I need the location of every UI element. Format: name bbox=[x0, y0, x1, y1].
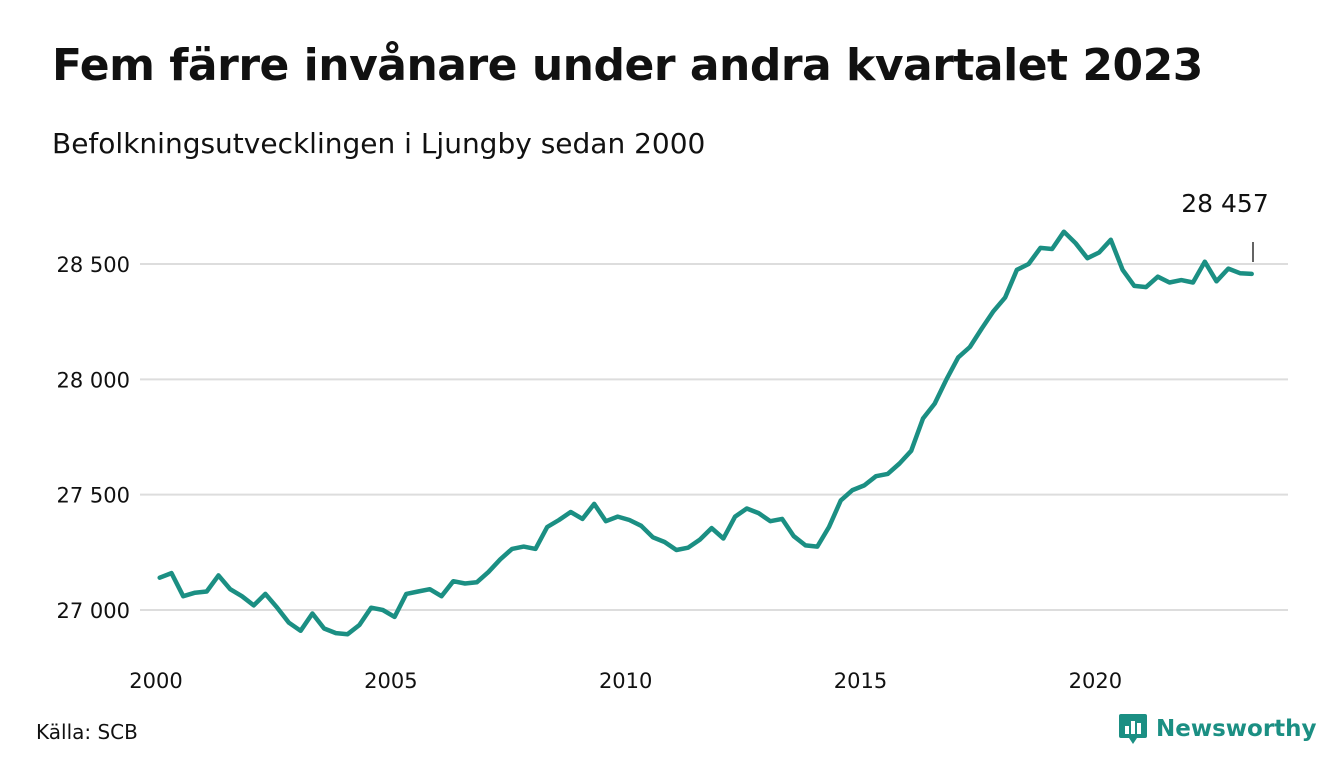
brand-logo: Newsworthy bbox=[1118, 712, 1317, 746]
chart-title: Fem färre invånare under andra kvartalet… bbox=[52, 40, 1203, 91]
source-note: Källa: SCB bbox=[36, 720, 138, 744]
x-tick-label: 2015 bbox=[834, 669, 887, 693]
chart-subtitle: Befolkningsutvecklingen i Ljungby sedan … bbox=[52, 127, 706, 160]
y-tick-label: 28 500 bbox=[57, 253, 130, 277]
newsworthy-logo-icon bbox=[1119, 714, 1147, 744]
x-tick-label: 2000 bbox=[129, 669, 182, 693]
brand-name: Newsworthy bbox=[1156, 716, 1317, 742]
x-tick-label: 2005 bbox=[364, 669, 417, 693]
series-line bbox=[157, 229, 1254, 637]
last-value-label: 28 457 bbox=[1181, 189, 1268, 218]
y-tick-label: 28 000 bbox=[57, 368, 130, 392]
x-tick-label: 2010 bbox=[599, 669, 652, 693]
y-tick-label: 27 000 bbox=[57, 599, 130, 623]
y-tick-label: 27 500 bbox=[57, 484, 130, 508]
x-tick-label: 2020 bbox=[1069, 669, 1122, 693]
